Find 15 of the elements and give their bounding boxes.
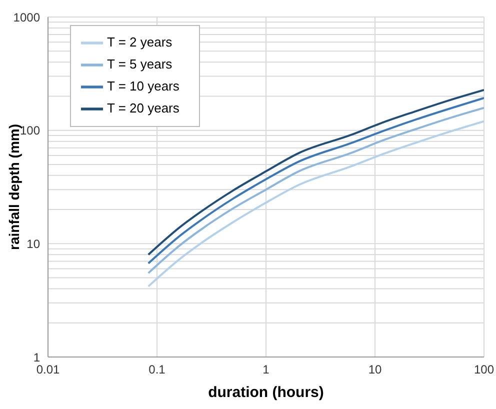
x-tick-label: 0.1 (148, 362, 166, 377)
x-tick-label: 0.01 (36, 362, 60, 377)
legend-label: T = 10 years (107, 78, 180, 94)
y-tick-label: 10 (26, 236, 40, 251)
x-tick-label: 10 (368, 362, 382, 377)
x-tick-label: 100 (474, 362, 494, 377)
y-tick-label: 1000 (13, 10, 40, 24)
x-tick-label: 1 (262, 362, 270, 377)
y-tick-label: 1 (33, 350, 40, 364)
x-axis-title: duration (hours) (208, 384, 324, 401)
legend-label: T = 20 years (107, 100, 180, 116)
y-tick-label: 100 (20, 124, 40, 138)
legend-label: T = 2 years (107, 34, 172, 50)
legend-label: T = 5 years (107, 56, 172, 72)
y-axis-title: rainfall depth (mm) (6, 124, 22, 250)
